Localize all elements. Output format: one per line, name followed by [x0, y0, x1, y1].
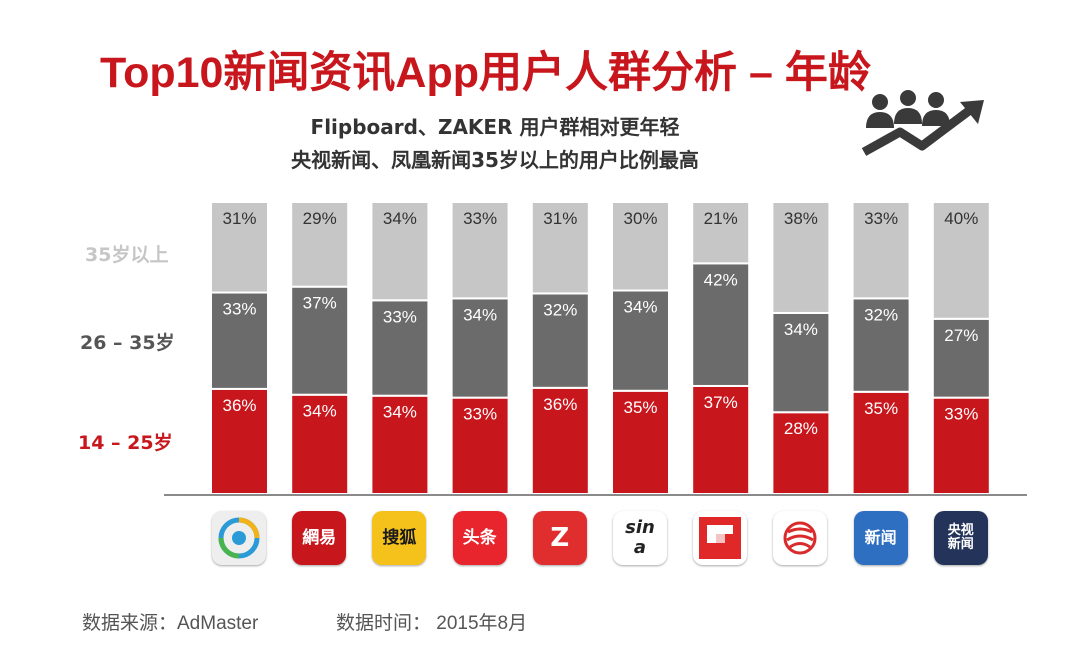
data-label-young-8: 28%	[784, 419, 818, 438]
data-label-young-5: 36%	[543, 395, 577, 414]
toutiao-icon: 头条	[452, 511, 507, 565]
cctv-news-icon: 央视新闻	[933, 511, 988, 565]
qq-news-icon	[212, 511, 266, 565]
data-label-mid-10: 27%	[944, 326, 978, 345]
bar-mid-1	[210, 291, 269, 390]
bar-young-5	[530, 386, 590, 495]
data-label-old-6: 30%	[623, 209, 657, 228]
data-label-old-7: 21%	[704, 209, 738, 228]
data-label-mid-5: 32%	[543, 300, 577, 319]
bar-mid-2	[290, 285, 350, 396]
bar-old-4	[450, 201, 510, 300]
flipboard-icon	[693, 511, 748, 565]
legend-age-26-35: 26 – 35岁	[80, 332, 175, 354]
data-label-mid-8: 34%	[784, 320, 818, 339]
data-label-young-7: 37%	[704, 393, 738, 412]
bar-mid-5	[530, 292, 590, 389]
data-label-mid-9: 32%	[864, 305, 898, 324]
legend-age-14-25: 14 – 25岁	[78, 432, 173, 454]
bar-young-2	[290, 393, 350, 495]
data-label-old-3: 34%	[383, 209, 417, 228]
chart-subtitle-2: 央视新闻、凤凰新闻35岁以上的用户比例最高	[291, 148, 699, 172]
data-label-old-9: 33%	[864, 209, 898, 228]
data-label-old-4: 33%	[463, 209, 497, 228]
baidu-news-icon: 新闻	[853, 511, 908, 565]
bar-mid-3	[370, 299, 430, 397]
data-label-mid-3: 33%	[383, 307, 417, 326]
bar-old-6	[611, 201, 670, 292]
app-icon-text: 網易	[302, 527, 337, 548]
ifeng-icon	[773, 511, 828, 565]
netease-icon: 網易	[292, 511, 347, 565]
bar-young-9	[851, 390, 911, 495]
data-label-old-10: 40%	[944, 209, 978, 228]
data-label-young-6: 35%	[623, 398, 657, 417]
data-label-young-9: 35%	[864, 399, 898, 418]
data-label-young-3: 34%	[383, 403, 417, 422]
app-icon-text: 央视新闻	[947, 522, 974, 552]
legend-age-35-plus: 35岁以上	[85, 244, 169, 266]
app-icon-text: 搜狐	[382, 527, 417, 548]
bar-old-8	[771, 201, 831, 314]
app-icon-text: 新闻	[864, 528, 897, 548]
data-date: 数据时间： 2015年8月	[336, 613, 528, 634]
data-label-young-4: 33%	[463, 405, 497, 424]
bar-mid-4	[450, 297, 510, 399]
bar-old-9	[851, 201, 911, 300]
bar-mid-8	[771, 311, 831, 414]
data-label-old-2: 29%	[303, 209, 337, 228]
bar-old-1	[210, 201, 269, 294]
data-label-young-10: 33%	[944, 405, 978, 424]
bar-young-4	[450, 396, 510, 496]
data-label-young-1: 36%	[222, 396, 256, 415]
data-label-mid-6: 34%	[623, 297, 657, 316]
data-label-old-5: 31%	[543, 209, 577, 228]
data-label-old-1: 31%	[222, 209, 256, 228]
bar-old-7	[691, 201, 751, 265]
bar-mid-6	[611, 289, 670, 392]
data-label-young-2: 34%	[303, 402, 337, 421]
bar-old-10	[931, 201, 991, 320]
users-growth-icon	[860, 88, 990, 172]
data-label-mid-4: 34%	[463, 305, 497, 324]
app-icon-text: sina	[625, 517, 655, 558]
sina-icon: sina	[613, 511, 667, 565]
bar-mid-10	[931, 317, 991, 399]
data-label-old-8: 38%	[784, 209, 818, 228]
chart-subtitle-1: Flipboard、ZAKER 用户群相对更年轻	[310, 115, 680, 139]
data-label-mid-7: 42%	[704, 270, 738, 289]
app-icon-text: Z	[550, 522, 570, 553]
bar-mid-7	[691, 262, 751, 387]
sohu-icon: 搜狐	[372, 511, 427, 565]
app-icon-text: 头条	[462, 527, 497, 548]
bar-old-2	[290, 201, 350, 288]
data-source: 数据来源：AdMaster	[82, 613, 259, 634]
zaker-icon: Z	[532, 511, 587, 565]
bar-old-5	[530, 201, 590, 295]
data-label-mid-1: 33%	[222, 300, 256, 319]
bar-old-3	[370, 201, 430, 302]
chart-title: Top10新闻资讯App用户人群分析 – 年龄	[100, 49, 871, 97]
data-label-mid-2: 37%	[303, 294, 337, 313]
